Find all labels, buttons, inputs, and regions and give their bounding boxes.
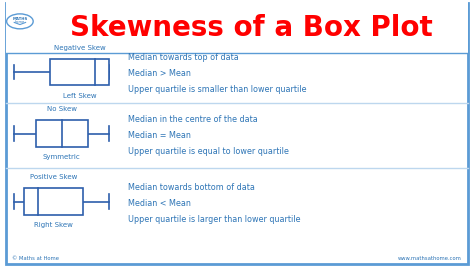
- Text: Median in the centre of the data: Median in the centre of the data: [128, 115, 258, 124]
- Text: Left Skew: Left Skew: [63, 93, 96, 99]
- Text: © Maths at Home: © Maths at Home: [12, 257, 59, 261]
- Text: Median towards bottom of data: Median towards bottom of data: [128, 183, 255, 192]
- Text: Positive Skew: Positive Skew: [30, 174, 77, 180]
- Bar: [6, 0, 468, 53]
- Text: Median towards top of data: Median towards top of data: [128, 53, 239, 62]
- Text: Median = Mean: Median = Mean: [128, 131, 191, 140]
- Circle shape: [7, 14, 33, 29]
- Bar: [36, 120, 88, 147]
- Text: Negative Skew: Negative Skew: [54, 45, 105, 51]
- Text: Median < Mean: Median < Mean: [128, 199, 191, 208]
- Bar: [24, 188, 83, 215]
- Text: Upper quartile is equal to lower quartile: Upper quartile is equal to lower quartil…: [128, 147, 289, 156]
- Text: Right Skew: Right Skew: [34, 222, 73, 228]
- Text: MATHS: MATHS: [12, 17, 27, 21]
- Bar: [50, 59, 109, 85]
- Text: Upper quartile is larger than lower quartile: Upper quartile is larger than lower quar…: [128, 215, 301, 224]
- Text: www.mathsathome.com: www.mathsathome.com: [398, 257, 462, 261]
- FancyBboxPatch shape: [6, 3, 468, 264]
- Text: Skewness of a Box Plot: Skewness of a Box Plot: [70, 14, 433, 42]
- Text: Symmetric: Symmetric: [43, 154, 81, 160]
- Text: No Skew: No Skew: [46, 106, 77, 112]
- Text: home: home: [15, 20, 25, 24]
- Text: Upper quartile is smaller than lower quartile: Upper quartile is smaller than lower qua…: [128, 85, 307, 94]
- Text: Median > Mean: Median > Mean: [128, 69, 191, 78]
